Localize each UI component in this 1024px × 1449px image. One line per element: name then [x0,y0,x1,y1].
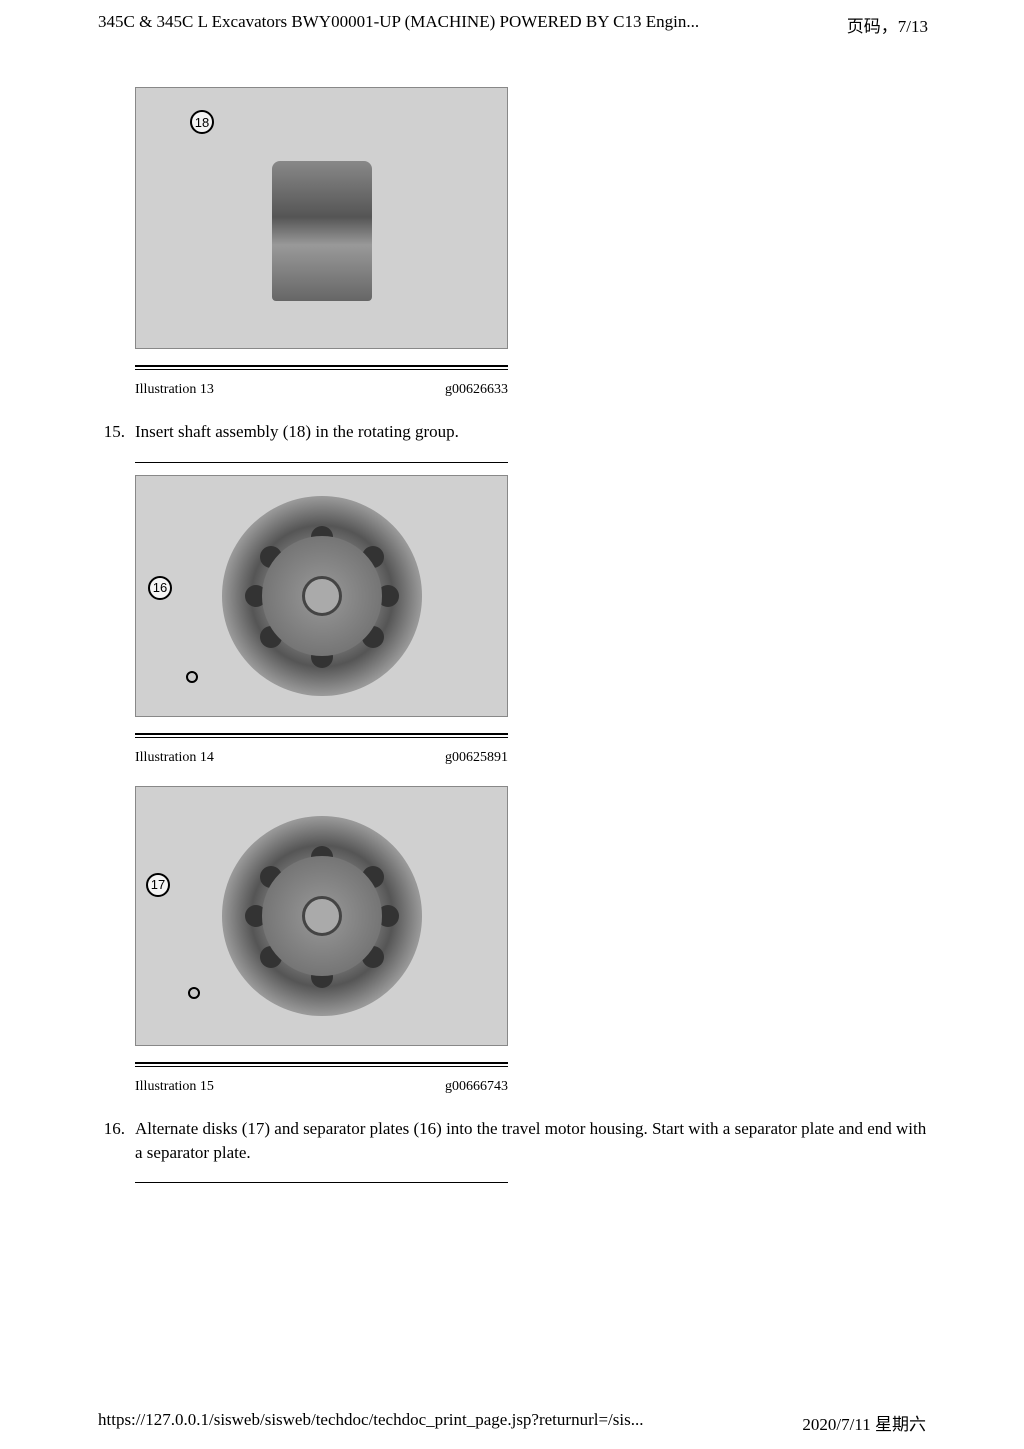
illustration-14-rule-top [135,733,508,735]
illustration-14-ref: g00625891 [445,750,508,766]
step-16-rule [135,1182,508,1183]
step-15: 15. Insert shaft assembly (18) in the ro… [98,420,928,444]
page-footer: https://127.0.0.1/sisweb/sisweb/techdoc/… [98,1410,926,1435]
callout-18-number: 18 [195,115,209,130]
callout-16: 16 [148,576,172,600]
illustration-14-image: 16 [135,475,508,717]
callout-17-number: 17 [151,877,165,892]
illustration-15-label: Illustration 15 [135,1079,214,1095]
step-16-text: Alternate disks (17) and separator plate… [135,1117,928,1165]
footer-date: 2020/7/11 星期六 [802,1410,926,1435]
illustration-15-block: 17 Illustration 15 g00666743 [135,786,928,1099]
illustration-13-image: 18 [135,87,508,349]
footer-url: https://127.0.0.1/sisweb/sisweb/techdoc/… [98,1410,643,1435]
illustration-15-ref: g00666743 [445,1079,508,1095]
illustration-14-block: 16 Illustration 14 g00625891 [135,475,928,770]
callout-18: 18 [190,110,214,134]
machine-center-placeholder-2 [302,896,342,936]
header-title: 345C & 345C L Excavators BWY00001-UP (MA… [98,12,699,37]
page-header: 345C & 345C L Excavators BWY00001-UP (MA… [0,0,928,37]
step-15-text: Insert shaft assembly (18) in the rotati… [135,420,928,444]
illustration-14-label: Illustration 14 [135,750,214,766]
small-dot-14 [186,671,198,683]
machine-part-placeholder [272,161,372,301]
small-dot-15 [188,987,200,999]
callout-17: 17 [146,873,170,897]
illustration-14-caption: Illustration 14 g00625891 [135,738,508,770]
illustration-15-rule-top [135,1062,508,1064]
header-page-indicator: 页码，7/13 [847,12,928,37]
illustration-15-image: 17 [135,786,508,1046]
illustration-13-label: Illustration 13 [135,382,214,398]
step-16-number: 16. [98,1117,135,1165]
step-16: 16. Alternate disks (17) and separator p… [98,1117,928,1165]
illustration-13-caption: Illustration 13 g00626633 [135,370,508,402]
step-15-number: 15. [98,420,135,444]
illustration-15-caption: Illustration 15 g00666743 [135,1067,508,1099]
illustration-13-rule-top [135,365,508,367]
callout-16-number: 16 [153,580,167,595]
illustration-13-block: 18 Illustration 13 g00626633 [135,87,928,402]
content-area: 18 Illustration 13 g00626633 15. Insert … [0,37,928,1183]
step-15-rule [135,462,508,463]
illustration-13-ref: g00626633 [445,382,508,398]
machine-center-placeholder [302,576,342,616]
